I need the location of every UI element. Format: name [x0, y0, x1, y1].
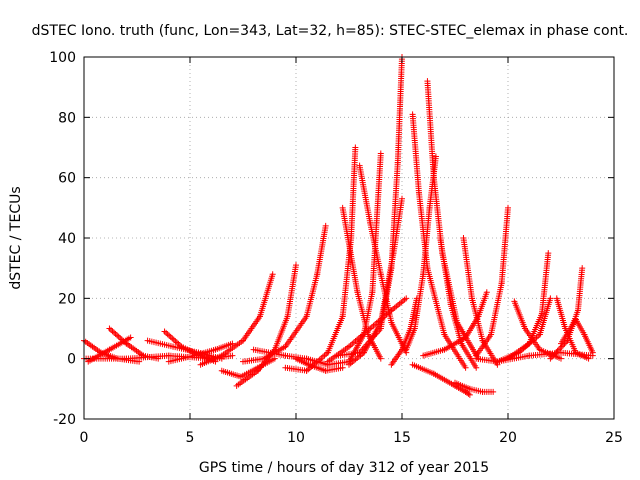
series-23	[403, 153, 439, 353]
data-point	[545, 250, 552, 257]
data-point	[462, 364, 469, 371]
data-point	[547, 295, 554, 302]
data-point	[352, 144, 359, 151]
data-point	[112, 330, 119, 337]
x-tick-label: 25	[605, 430, 623, 446]
data-point	[322, 222, 329, 229]
series-28	[420, 289, 490, 359]
data-point	[170, 336, 177, 343]
data-point	[589, 352, 596, 359]
data-point	[229, 352, 236, 359]
series-9	[218, 355, 278, 380]
data-point	[293, 262, 299, 269]
data-point	[271, 355, 278, 362]
data-point	[403, 295, 410, 302]
x-tick-label: 10	[287, 430, 305, 446]
y-tick-label: 100	[49, 50, 76, 66]
series-24	[437, 235, 480, 371]
series-32	[505, 250, 552, 362]
data-point	[111, 329, 118, 336]
data-point	[166, 332, 173, 339]
data-point	[269, 271, 276, 278]
data-point	[473, 364, 480, 371]
data-point	[164, 331, 171, 338]
y-axis-label: dSTEC / TECUs	[8, 186, 24, 289]
data-point	[109, 328, 116, 335]
series-29	[473, 204, 511, 359]
data-point	[175, 340, 182, 347]
series-27	[452, 379, 497, 395]
data-point	[490, 388, 497, 395]
data-point	[377, 355, 384, 362]
data-point	[432, 153, 439, 160]
data-point	[339, 364, 346, 371]
x-tick-label: 15	[393, 430, 411, 446]
x-axis-label: GPS time / hours of day 312 of year 2015	[199, 460, 489, 476]
y-tick-label: 20	[58, 291, 76, 307]
series-13	[293, 355, 346, 374]
series-34	[547, 265, 586, 362]
data-point	[117, 335, 124, 342]
series-19	[324, 295, 410, 365]
data-point	[169, 335, 176, 342]
data-point	[114, 332, 121, 339]
y-tick-label: 0	[67, 352, 76, 368]
data-point	[107, 326, 114, 333]
x-tick-label: 0	[80, 430, 89, 446]
data-point	[399, 195, 405, 202]
data-point	[483, 289, 490, 296]
series-36	[494, 349, 596, 365]
series-35	[558, 316, 596, 356]
data-point	[465, 390, 472, 397]
data-point	[172, 338, 179, 345]
data-point	[505, 204, 511, 211]
data-point	[106, 325, 113, 332]
data-point	[161, 328, 168, 335]
data-point	[558, 355, 564, 362]
data-point	[466, 391, 473, 398]
x-tick-label: 20	[499, 430, 517, 446]
series-12	[250, 346, 331, 368]
y-tick-label: -20	[53, 412, 76, 428]
data-point	[557, 345, 564, 352]
series-26	[409, 361, 473, 398]
data-point	[163, 329, 170, 336]
data-points	[81, 54, 596, 398]
x-tick-label: 5	[186, 430, 195, 446]
data-point	[579, 265, 586, 272]
series-10	[240, 222, 329, 365]
y-tick-label: 60	[58, 171, 76, 187]
y-tick-label: 40	[58, 231, 76, 247]
data-point	[377, 150, 384, 157]
data-point	[115, 333, 122, 340]
chart-title: dSTEC Iono. truth (func, Lon=343, Lat=32…	[32, 23, 629, 39]
series-7	[197, 271, 276, 368]
y-tick-label: 80	[58, 110, 76, 126]
data-point	[127, 334, 134, 341]
data-point	[167, 334, 174, 341]
